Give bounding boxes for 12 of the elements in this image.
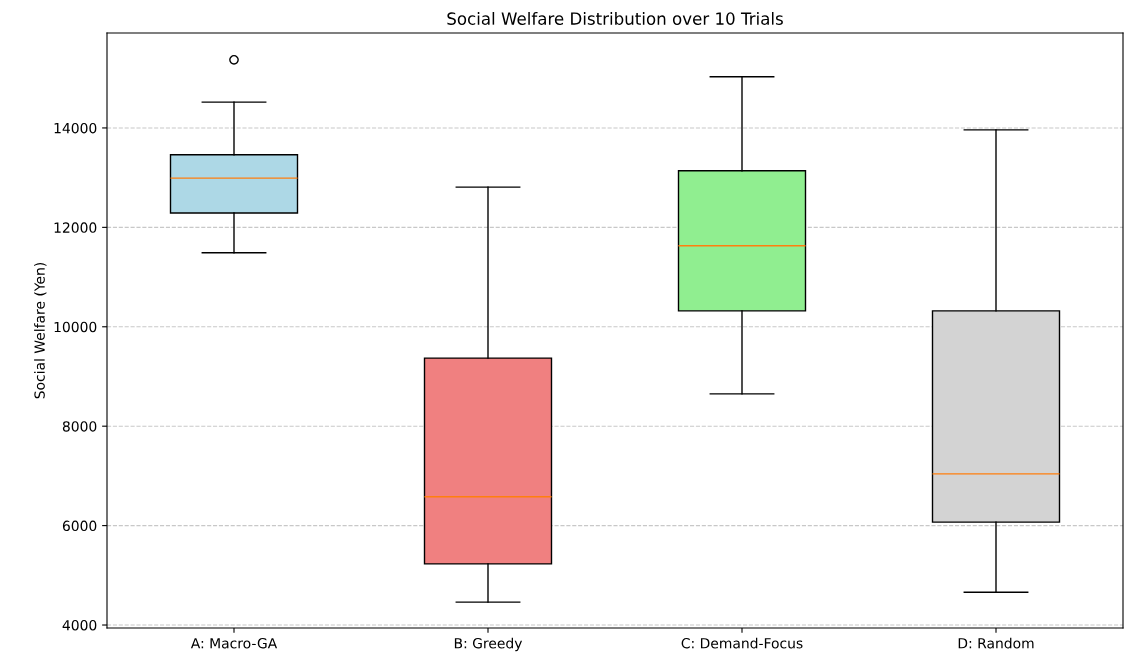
y-axis-title: Social Welfare (Yen) bbox=[34, 262, 47, 399]
y-tick-label: 6000 bbox=[62, 520, 97, 532]
y-tick-label: 4000 bbox=[62, 619, 97, 631]
x-tick-label: A: Macro-GA bbox=[190, 637, 278, 649]
x-tick-label: C: Demand-Focus bbox=[681, 637, 803, 649]
x-tick-label: D: Random bbox=[958, 637, 1034, 649]
chart-title: Social Welfare Distribution over 10 Trials bbox=[447, 12, 783, 25]
y-tick-label: 8000 bbox=[62, 421, 97, 432]
x-tick-label: B: Greedy bbox=[454, 637, 523, 652]
y-tick-label: 10000 bbox=[54, 321, 97, 333]
y-tick-label: 14000 bbox=[54, 122, 97, 134]
y-tick-label: 12000 bbox=[54, 222, 97, 233]
